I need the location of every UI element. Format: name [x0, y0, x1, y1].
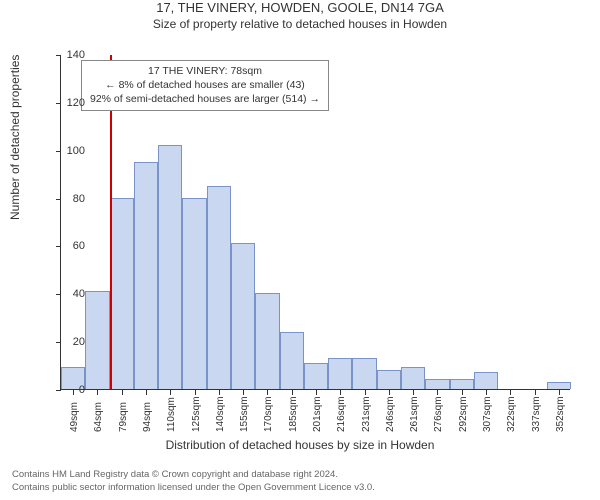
xtick-mark [267, 390, 268, 395]
xtick-mark [122, 390, 123, 395]
xtick-mark [195, 390, 196, 395]
xtick-label: 246sqm [385, 396, 396, 432]
xtick-label: 201sqm [312, 396, 323, 432]
xtick-label: 231sqm [361, 396, 372, 432]
xtick-label: 322sqm [506, 396, 517, 432]
x-axis-label: Distribution of detached houses by size … [0, 438, 600, 452]
xtick-label: 185sqm [288, 396, 299, 432]
histogram-bar [182, 198, 206, 389]
annotation-line1: 17 THE VINERY: 78sqm [90, 64, 320, 78]
xtick-mark [389, 390, 390, 395]
histogram-bar [110, 198, 134, 389]
xtick-label: 216sqm [336, 396, 347, 432]
histogram-bar [255, 293, 279, 389]
ytick-mark [56, 390, 61, 391]
ytick-label: 80 [73, 193, 85, 205]
chart-title: 17, THE VINERY, HOWDEN, GOOLE, DN14 7GA [0, 0, 600, 15]
histogram-bar [231, 243, 255, 389]
ytick-mark [56, 246, 61, 247]
ytick-mark [56, 151, 61, 152]
ytick-label: 20 [73, 336, 85, 348]
histogram-bar [85, 291, 109, 389]
copyright-line2: Contains public sector information licen… [12, 482, 375, 494]
xtick-mark [219, 390, 220, 395]
plot-area: 17 THE VINERY: 78sqm← 8% of detached hou… [60, 55, 570, 390]
xtick-label: 79sqm [118, 402, 129, 432]
histogram-bar [158, 145, 182, 389]
ytick-mark [56, 199, 61, 200]
chart-subtitle: Size of property relative to detached ho… [0, 17, 600, 31]
ytick-label: 120 [67, 97, 85, 109]
histogram-bar [352, 358, 376, 389]
histogram-bar [134, 162, 158, 389]
xtick-label: 292sqm [458, 396, 469, 432]
xtick-mark [413, 390, 414, 395]
histogram-bar [207, 186, 231, 389]
copyright-notice: Contains HM Land Registry data © Crown c… [12, 469, 375, 494]
xtick-label: 110sqm [166, 397, 177, 432]
ytick-label: 140 [67, 49, 85, 61]
xtick-mark [437, 390, 438, 395]
histogram-bar [304, 363, 328, 389]
xtick-label: 170sqm [263, 396, 274, 432]
xtick-label: 337sqm [531, 396, 542, 432]
xtick-label: 307sqm [482, 396, 493, 432]
xtick-mark [292, 390, 293, 395]
xtick-label: 49sqm [69, 402, 80, 432]
y-axis-label: Number of detached properties [8, 55, 22, 220]
xtick-mark [146, 390, 147, 395]
ytick-label: 0 [79, 384, 85, 396]
histogram-bar [547, 382, 571, 389]
xtick-mark [170, 390, 171, 395]
xtick-label: 261sqm [409, 396, 420, 432]
xtick-label: 155sqm [239, 396, 250, 432]
ytick-label: 40 [73, 288, 85, 300]
xtick-mark [340, 390, 341, 395]
ytick-mark [56, 294, 61, 295]
xtick-mark [365, 390, 366, 395]
xtick-mark [486, 390, 487, 395]
xtick-mark [97, 390, 98, 395]
annotation-line3: 92% of semi-detached houses are larger (… [90, 92, 320, 106]
xtick-label: 140sqm [215, 396, 226, 432]
xtick-mark [535, 390, 536, 395]
ytick-label: 60 [73, 240, 85, 252]
xtick-label: 94sqm [142, 402, 153, 432]
histogram-bar [474, 372, 498, 389]
copyright-line1: Contains HM Land Registry data © Crown c… [12, 469, 375, 481]
histogram-bar [328, 358, 352, 389]
xtick-label: 352sqm [555, 396, 566, 432]
xtick-mark [559, 390, 560, 395]
annotation-line2: ← 8% of detached houses are smaller (43) [90, 78, 320, 92]
ytick-mark [56, 55, 61, 56]
xtick-label: 276sqm [433, 396, 444, 432]
histogram-bar [401, 367, 425, 389]
ytick-mark [56, 103, 61, 104]
xtick-mark [316, 390, 317, 395]
annotation-box: 17 THE VINERY: 78sqm← 8% of detached hou… [81, 60, 329, 111]
xtick-label: 125sqm [191, 396, 202, 432]
xtick-label: 64sqm [93, 402, 104, 432]
ytick-label: 100 [67, 145, 85, 157]
xtick-mark [243, 390, 244, 395]
ytick-mark [56, 342, 61, 343]
histogram-bar [377, 370, 401, 389]
xtick-mark [73, 390, 74, 395]
histogram-bar [450, 379, 474, 389]
xtick-mark [462, 390, 463, 395]
histogram-bar [280, 332, 304, 389]
xtick-mark [510, 390, 511, 395]
histogram-bar [425, 379, 449, 389]
